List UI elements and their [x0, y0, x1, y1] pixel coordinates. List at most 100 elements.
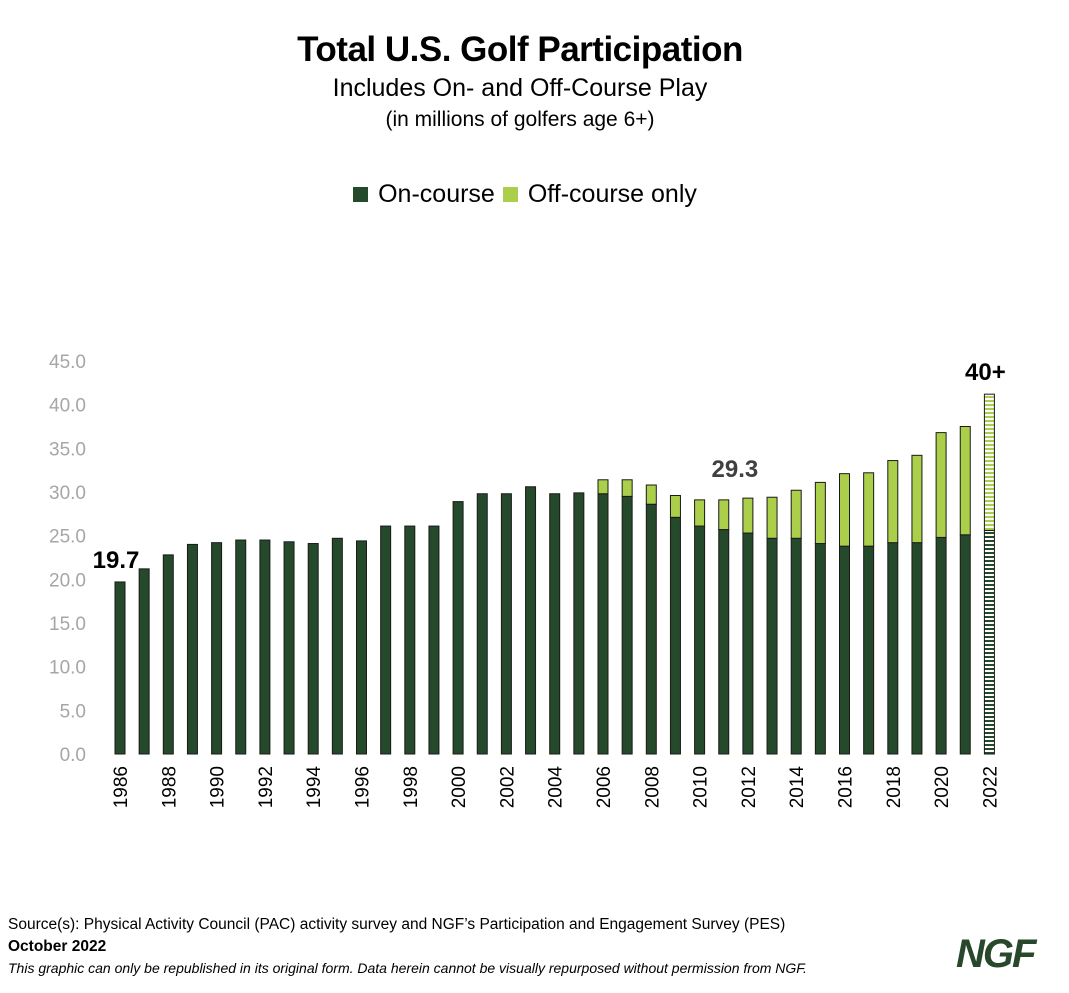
- legend-swatch-on-course: [353, 187, 369, 202]
- bar-on-course-2016: [839, 545, 850, 755]
- bar-on-course-2009: [669, 516, 681, 755]
- bar-off-course-2014: [790, 489, 802, 539]
- bar-on-course-2003: [525, 486, 537, 755]
- bar-on-course-1989: [186, 543, 198, 755]
- source-note: Source(s): Physical Activity Council (PA…: [8, 916, 786, 933]
- bar-off-course-2019: [911, 454, 923, 544]
- legend-item-on-course: On-course: [353, 180, 495, 209]
- bar-off-course-2008: [645, 484, 657, 505]
- bar-on-course-2005: [573, 492, 585, 755]
- legend: On-course Off-course only: [0, 180, 1050, 209]
- bar-on-course-2002: [500, 493, 512, 755]
- bar-on-course-1992: [259, 539, 271, 755]
- bar-on-course-2004: [549, 493, 561, 755]
- x-tick-label: 1986: [111, 766, 132, 808]
- x-tick-label: 1998: [401, 766, 422, 808]
- chart-subtitle: Includes On- and Off-Course Play: [332, 74, 708, 102]
- chart-plot: 0.0 5.0 10.0 15.0 20.0 25.0 30.0 35.0 40.0 45.0 1…: [49, 352, 1006, 809]
- bar-on-course-1991: [235, 539, 247, 755]
- bar-off-course-2018: [887, 460, 899, 544]
- bar-off-course-2016: [839, 473, 850, 547]
- legend-item-off-course: Off-course only: [502, 180, 697, 209]
- y-tick-label: 10.0: [49, 658, 86, 679]
- x-tick-label: 2016: [836, 766, 857, 808]
- x-tick-label: 2022: [980, 766, 1001, 808]
- y-tick-label: 40.0: [49, 396, 86, 417]
- x-tick-label: 2014: [787, 766, 808, 809]
- bar-on-course-1988: [162, 554, 174, 755]
- bar-on-course-2020: [935, 536, 947, 755]
- bar-on-course-2007: [621, 495, 633, 755]
- bar-on-course-2010: [694, 525, 706, 755]
- bar-off-course-2012: [742, 497, 754, 534]
- chart-title: Total U.S. Golf Participation: [297, 30, 743, 69]
- legend-label-off-course: Off-course only: [527, 180, 697, 208]
- bar-on-course-2021: [959, 534, 971, 755]
- y-tick-label: 25.0: [49, 527, 86, 548]
- bar-on-course-1998: [404, 525, 416, 755]
- bar-on-course-1986: [114, 581, 126, 755]
- bar-on-course-2011: [718, 529, 730, 755]
- x-tick-label: 1994: [304, 766, 325, 809]
- y-tick-label: 35.0: [49, 439, 86, 460]
- legend-swatch-off-course: [502, 187, 518, 202]
- bar-on-course-1994: [307, 543, 319, 755]
- bar-on-course-1996: [356, 540, 367, 755]
- bar-off-course-2022: [983, 393, 995, 531]
- legend-label-on-course: On-course: [378, 180, 495, 208]
- x-tick-label: 2000: [449, 766, 470, 808]
- x-tick-label: 1992: [256, 766, 277, 808]
- bar-on-course-2006: [597, 493, 609, 755]
- x-tick-label: 2006: [594, 766, 615, 808]
- x-tick-label: 2008: [642, 766, 663, 808]
- publish-date: October 2022: [8, 938, 107, 955]
- y-tick-label: 0.0: [60, 745, 86, 766]
- bar-on-course-2018: [887, 542, 899, 755]
- bar-on-course-1997: [380, 525, 392, 755]
- y-tick-label: 45.0: [49, 352, 86, 373]
- bar-off-course-2021: [959, 426, 971, 536]
- bar-off-course-2006: [597, 479, 609, 495]
- x-tick-label: 1988: [159, 766, 180, 808]
- x-tick-label: 1996: [353, 766, 374, 808]
- bar-off-course-2013: [766, 496, 778, 539]
- bar-on-course-2012: [742, 532, 754, 755]
- bar-off-course-2009: [669, 494, 681, 518]
- bar-on-course-2017: [863, 545, 875, 755]
- disclaimer: This graphic can only be republished in …: [8, 960, 807, 976]
- annotation-2012: 29.3: [712, 456, 759, 483]
- bar-on-course-2001: [476, 493, 488, 755]
- annotation-2022: 40+: [965, 359, 1006, 386]
- y-tick-label: 30.0: [49, 483, 86, 504]
- bar-on-course-1993: [283, 541, 295, 755]
- bar-off-course-2007: [621, 479, 633, 497]
- bar-on-course-2015: [814, 543, 826, 755]
- y-tick-label: 20.0: [49, 570, 86, 591]
- bar-on-course-2014: [790, 537, 802, 755]
- bar-on-course-2000: [452, 501, 464, 755]
- bar-on-course-1990: [211, 542, 223, 755]
- x-tick-label: 2018: [884, 766, 905, 808]
- bar-on-course-2013: [766, 537, 778, 755]
- x-tick-label: 2012: [739, 766, 760, 808]
- bar-on-course-2008: [645, 503, 657, 755]
- bar-on-course-2019: [911, 542, 923, 755]
- ngf-logo: NGF: [956, 932, 1036, 976]
- bar-on-course-1995: [331, 537, 343, 755]
- x-tick-label: 2002: [497, 766, 518, 808]
- y-tick-label: 5.0: [60, 701, 86, 722]
- x-tick-label: 2010: [691, 766, 712, 808]
- bar-off-course-2020: [935, 432, 947, 538]
- bar-on-course-2022: [983, 529, 995, 755]
- x-tick-label: 2004: [546, 766, 567, 809]
- bar-on-course-1987: [138, 568, 150, 755]
- bar-off-course-2010: [694, 499, 706, 527]
- x-tick-label: 2020: [932, 766, 953, 808]
- bar-off-course-2011: [718, 499, 730, 531]
- chart-units-note: (in millions of golfers age 6+): [385, 108, 655, 131]
- bar-off-course-2015: [814, 481, 826, 545]
- annotation-1986: 19.7: [93, 547, 140, 574]
- y-tick-label: 15.0: [49, 614, 86, 635]
- x-tick-label: 1990: [208, 766, 229, 808]
- bar-off-course-2017: [863, 472, 875, 547]
